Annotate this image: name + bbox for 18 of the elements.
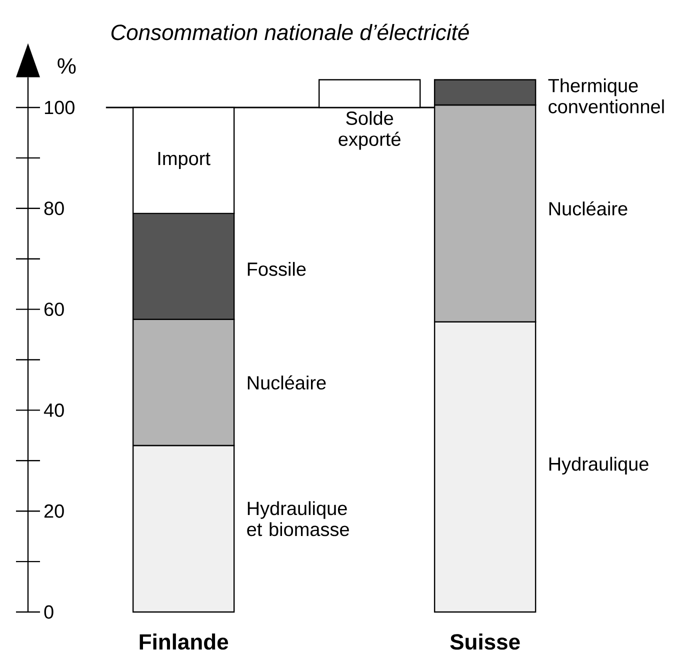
text: Thermique conventionnel: [548, 78, 664, 114]
y-tick-label: 100: [44, 100, 74, 114]
text: Nucléaire: [549, 201, 628, 216]
annotation: Nucléaire: [248, 375, 326, 390]
x-tick-label: Suisse: [450, 634, 520, 650]
y-tick-label: 0: [44, 605, 54, 619]
y-tick-label: 80: [44, 202, 64, 216]
text: Hydraulique: [549, 456, 648, 475]
series-label: Import: [158, 152, 210, 169]
chart-title: Consommation nationale d’électricité: [111, 24, 469, 40]
y-axis-title: %: [58, 58, 76, 74]
x-tick-label: Finlande: [140, 634, 228, 650]
series-label: Solde exporté: [338, 111, 400, 150]
y-tick-label: 20: [44, 504, 64, 518]
y-tick-label: 40: [44, 403, 64, 417]
annotation: Fossile: [248, 262, 306, 276]
annotation: Hydraulique et biomasse: [247, 501, 349, 536]
y-tick-label: 60: [44, 302, 64, 316]
